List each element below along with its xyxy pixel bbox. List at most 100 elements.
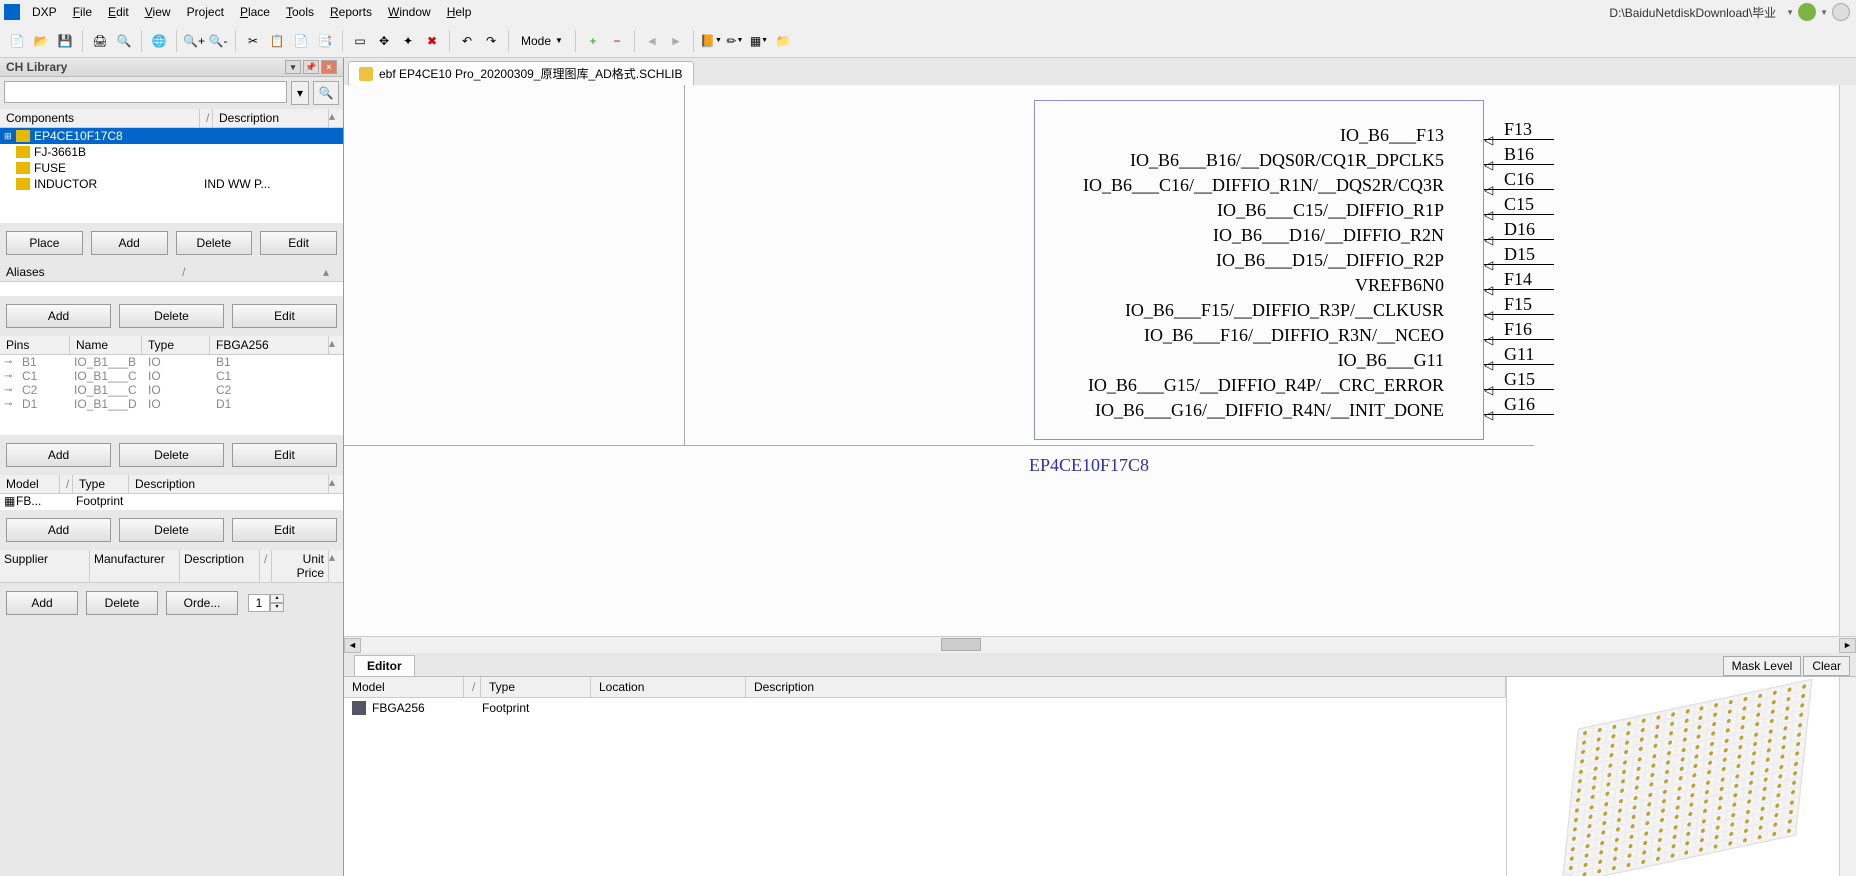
scroll-right[interactable]: ► (1839, 638, 1856, 653)
search-button[interactable]: 🔍 (313, 81, 339, 105)
pin-label: IO_B6___B16/__DQS0R/CQ1R_DPCLK5 (664, 150, 1444, 171)
menu-edit[interactable]: Edit (100, 3, 137, 21)
add-button[interactable]: Add (91, 231, 168, 255)
menu-dxp[interactable]: DXP (24, 3, 65, 21)
component-row[interactable]: ⊞EP4CE10F17C8 (0, 128, 343, 144)
edit-button[interactable]: Edit (232, 304, 337, 328)
scroll-up[interactable]: ▴ (323, 265, 337, 279)
zoom-in-icon[interactable]: 🔍+ (183, 30, 205, 52)
footprint-preview[interactable] (1506, 677, 1856, 876)
path-dropdown[interactable]: ▼ (1786, 8, 1794, 17)
zoom-out-icon[interactable]: 🔍- (207, 30, 229, 52)
component-row[interactable]: FJ-3661B (0, 144, 343, 160)
panel-pin-btn[interactable]: 📌 (303, 60, 319, 74)
preview-scrollbar[interactable] (1839, 677, 1856, 876)
crosshair-icon[interactable]: ✦ (397, 30, 419, 52)
pin-label: IO_B6___D15/__DIFFIO_R2P (664, 250, 1444, 271)
panel-title: CH Library ▾ 📌 × (0, 58, 343, 77)
panel-close-btn[interactable]: × (321, 60, 337, 74)
print-icon[interactable]: 🖨 (89, 30, 111, 52)
menu-view[interactable]: View (137, 3, 179, 21)
add-icon[interactable]: + (582, 30, 604, 52)
component-row[interactable]: INDUCTORIND WW P... (0, 176, 343, 192)
nav-dropdown[interactable]: ▼ (1820, 8, 1828, 17)
prev-icon[interactable]: ◄ (641, 30, 663, 52)
place-part-icon[interactable]: 📙▼ (700, 30, 722, 52)
new-icon[interactable]: 📄 (6, 30, 28, 52)
delete-button[interactable]: Delete (119, 443, 224, 467)
document-tab[interactable]: ebf EP4CE10 Pro_20200309_原理图库_AD格式.SCHLI… (348, 61, 694, 85)
model-row[interactable]: ▦FB...Footprint (0, 494, 343, 508)
scroll-up[interactable]: ▴ (329, 550, 343, 582)
nav-back-btn[interactable] (1798, 3, 1816, 21)
cut-icon[interactable]: ✂ (242, 30, 264, 52)
delete-button[interactable]: Delete (86, 591, 158, 615)
open-icon[interactable]: 📂 (30, 30, 52, 52)
menu-file[interactable]: File (65, 3, 100, 21)
vertical-scrollbar[interactable] (1839, 85, 1856, 636)
select-icon[interactable]: ▭ (349, 30, 371, 52)
qty-input[interactable] (248, 594, 270, 612)
next-icon[interactable]: ► (665, 30, 687, 52)
delete-button[interactable]: Delete (176, 231, 253, 255)
scroll-up[interactable]: ▴ (329, 336, 343, 354)
pin-row[interactable]: ⊸D1IO_B1___DIOD1 (0, 397, 343, 411)
qty-up[interactable]: ▴ (270, 594, 284, 603)
add-button[interactable]: Add (6, 443, 111, 467)
components-list[interactable]: ⊞EP4CE10F17C8 FJ-3661B FUSE INDUCTORIND … (0, 128, 343, 223)
scroll-up[interactable]: ▴ (329, 109, 343, 127)
edit-button[interactable]: Edit (232, 518, 337, 542)
copy-icon[interactable]: 📋 (266, 30, 288, 52)
menu-tools[interactable]: Tools (278, 3, 322, 21)
add-button[interactable]: Add (6, 518, 111, 542)
pin-row[interactable]: ⊸B1IO_B1___BIOB1 (0, 355, 343, 369)
component-row[interactable]: FUSE (0, 160, 343, 176)
menu-window[interactable]: Window (380, 3, 439, 21)
menu-project[interactable]: Project (179, 3, 232, 21)
panel-menu-btn[interactable]: ▾ (285, 60, 301, 74)
scroll-left[interactable]: ◄ (344, 638, 361, 653)
place-button[interactable]: Place (6, 231, 83, 255)
mask-level-button[interactable]: Mask Level (1723, 656, 1802, 676)
edit-button[interactable]: Edit (260, 231, 337, 255)
order-button[interactable]: Orde... (166, 591, 238, 615)
qty-down[interactable]: ▾ (270, 603, 284, 612)
redo-icon[interactable]: ↷ (480, 30, 502, 52)
pin-row[interactable]: ⊸C2IO_B1___CIOC2 (0, 383, 343, 397)
model-table-row[interactable]: FBGA256 Footprint (344, 698, 1506, 718)
clear-icon[interactable]: ✖ (421, 30, 443, 52)
edit-button[interactable]: Edit (232, 443, 337, 467)
preview-icon[interactable]: 🔍 (113, 30, 135, 52)
delete-button[interactable]: Delete (119, 304, 224, 328)
mode-button[interactable]: Mode ▼ (515, 32, 569, 50)
schematic-canvas[interactable]: IO_B6___F13◁F13IO_B6___B16/__DQS0R/CQ1R_… (344, 85, 1856, 636)
delete-button[interactable]: Delete (119, 518, 224, 542)
undo-icon[interactable]: ↶ (456, 30, 478, 52)
menu-help[interactable]: Help (439, 3, 480, 21)
search-dropdown[interactable]: ▾ (291, 81, 309, 105)
search-input[interactable] (4, 81, 287, 103)
horizontal-scrollbar[interactable]: ◄ ► (344, 636, 1856, 653)
add-button[interactable]: Add (6, 304, 111, 328)
menu-reports[interactable]: Reports (322, 3, 380, 21)
model-list[interactable]: ▦FB...Footprint (0, 494, 343, 510)
paste-icon[interactable]: 📄 (290, 30, 312, 52)
pins-list[interactable]: ⊸B1IO_B1___BIOB1 ⊸C1IO_B1___CIOC1 ⊸C2IO_… (0, 355, 343, 435)
menu-place[interactable]: Place (232, 3, 278, 21)
edit-part-icon[interactable]: ✏▼ (724, 30, 746, 52)
save-icon[interactable]: 💾 (54, 30, 76, 52)
aliases-list[interactable] (0, 282, 343, 296)
move-icon[interactable]: ✥ (373, 30, 395, 52)
globe-icon[interactable]: 🌐 (148, 30, 170, 52)
nav-fwd-btn[interactable] (1832, 3, 1850, 21)
duplicate-icon[interactable]: 📑 (314, 30, 336, 52)
add-button[interactable]: Add (6, 591, 78, 615)
editor-tab[interactable]: Editor (354, 655, 415, 676)
folder-icon[interactable]: 📁 (772, 30, 794, 52)
remove-icon[interactable]: − (606, 30, 628, 52)
scroll-up[interactable]: ▴ (329, 475, 343, 493)
grid-icon[interactable]: ▦▼ (748, 30, 770, 52)
clear-button[interactable]: Clear (1803, 656, 1850, 676)
file-path: D:\BaiduNetdiskDownload\毕业 (1609, 4, 1776, 21)
pin-row[interactable]: ⊸C1IO_B1___CIOC1 (0, 369, 343, 383)
